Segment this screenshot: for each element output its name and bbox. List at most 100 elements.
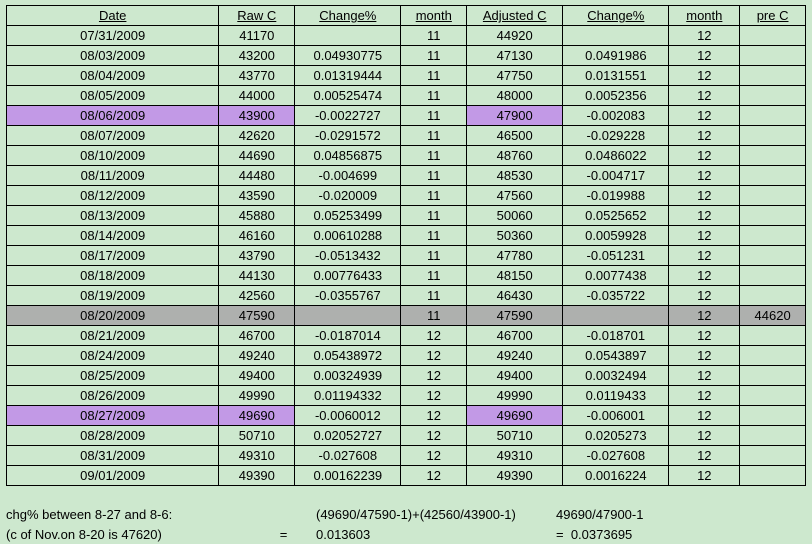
cell-chg2: 0.0486022 xyxy=(563,146,669,166)
cell-date: 08/03/2009 xyxy=(7,46,219,66)
cell-mon2: 12 xyxy=(669,166,740,186)
col-header: Date xyxy=(7,6,219,26)
cell-mon: 11 xyxy=(401,206,467,226)
cell-pre xyxy=(740,466,806,486)
footer-eq1: = xyxy=(251,527,316,542)
cell-date: 08/04/2009 xyxy=(7,66,219,86)
cell-raw: 44480 xyxy=(219,166,295,186)
cell-mon: 12 xyxy=(401,366,467,386)
cell-chg2: -0.018701 xyxy=(563,326,669,346)
cell-pre xyxy=(740,46,806,66)
cell-adj: 47590 xyxy=(467,306,563,326)
cell-date: 08/28/2009 xyxy=(7,426,219,446)
cell-pre xyxy=(740,406,806,426)
cell-adj: 47780 xyxy=(467,246,563,266)
col-header: Change% xyxy=(563,6,669,26)
table-row: 08/13/2009458800.0525349911500600.052565… xyxy=(7,206,806,226)
table-row: 08/25/2009494000.0032493912494000.003249… xyxy=(7,366,806,386)
cell-adj: 49390 xyxy=(467,466,563,486)
table-row: 08/19/200942560-0.03557671146430-0.03572… xyxy=(7,286,806,306)
cell-adj: 47750 xyxy=(467,66,563,86)
cell-chg2: -0.004717 xyxy=(563,166,669,186)
cell-pre xyxy=(740,266,806,286)
cell-raw: 49310 xyxy=(219,446,295,466)
cell-mon: 11 xyxy=(401,306,467,326)
table-body: 07/31/20094117011449201208/03/2009432000… xyxy=(7,26,806,486)
cell-chg2: -0.051231 xyxy=(563,246,669,266)
cell-chg: 0.00776433 xyxy=(295,266,401,286)
cell-chg2: 0.0525652 xyxy=(563,206,669,226)
footer-line1-label: chg% between 8-27 and 8-6: xyxy=(6,507,251,522)
cell-pre xyxy=(740,366,806,386)
cell-adj: 46500 xyxy=(467,126,563,146)
cell-pre xyxy=(740,146,806,166)
cell-mon: 11 xyxy=(401,106,467,126)
cell-chg2: -0.019988 xyxy=(563,186,669,206)
cell-raw: 49690 xyxy=(219,406,295,426)
cell-chg: 0.00162239 xyxy=(295,466,401,486)
cell-chg2: 0.0119433 xyxy=(563,386,669,406)
cell-mon: 12 xyxy=(401,406,467,426)
cell-chg2: 0.0032494 xyxy=(563,366,669,386)
cell-date: 08/11/2009 xyxy=(7,166,219,186)
cell-raw: 42560 xyxy=(219,286,295,306)
cell-chg2: 0.0205273 xyxy=(563,426,669,446)
cell-mon: 11 xyxy=(401,166,467,186)
col-header: Adjusted C xyxy=(467,6,563,26)
cell-mon2: 12 xyxy=(669,126,740,146)
cell-adj: 49990 xyxy=(467,386,563,406)
cell-adj: 47130 xyxy=(467,46,563,66)
col-header: month xyxy=(401,6,467,26)
cell-mon: 12 xyxy=(401,326,467,346)
table-row: 08/10/2009446900.0485687511487600.048602… xyxy=(7,146,806,166)
cell-date: 09/01/2009 xyxy=(7,466,219,486)
cell-date: 08/20/2009 xyxy=(7,306,219,326)
cell-adj: 49690 xyxy=(467,406,563,426)
cell-raw: 50710 xyxy=(219,426,295,446)
table-row: 08/12/200943590-0.0200091147560-0.019988… xyxy=(7,186,806,206)
cell-chg2: -0.002083 xyxy=(563,106,669,126)
table-row: 08/14/2009461600.0061028811503600.005992… xyxy=(7,226,806,246)
cell-chg xyxy=(295,306,401,326)
cell-mon: 12 xyxy=(401,466,467,486)
cell-raw: 43590 xyxy=(219,186,295,206)
cell-date: 08/12/2009 xyxy=(7,186,219,206)
cell-pre xyxy=(740,286,806,306)
cell-mon2: 12 xyxy=(669,86,740,106)
cell-mon: 11 xyxy=(401,266,467,286)
table-row: 08/28/2009507100.0205272712507100.020527… xyxy=(7,426,806,446)
cell-mon2: 12 xyxy=(669,406,740,426)
cell-date: 08/25/2009 xyxy=(7,366,219,386)
cell-mon2: 12 xyxy=(669,226,740,246)
cell-chg: 0.00610288 xyxy=(295,226,401,246)
cell-raw: 49990 xyxy=(219,386,295,406)
cell-adj: 47900 xyxy=(467,106,563,126)
cell-date: 08/26/2009 xyxy=(7,386,219,406)
cell-raw: 49400 xyxy=(219,366,295,386)
cell-date: 08/07/2009 xyxy=(7,126,219,146)
cell-chg: 0.05253499 xyxy=(295,206,401,226)
table-row: 08/06/200943900-0.00227271147900-0.00208… xyxy=(7,106,806,126)
cell-chg2: -0.035722 xyxy=(563,286,669,306)
cell-raw: 41170 xyxy=(219,26,295,46)
cell-mon2: 12 xyxy=(669,466,740,486)
table-row: 08/07/200942620-0.02915721146500-0.02922… xyxy=(7,126,806,146)
cell-pre xyxy=(740,386,806,406)
cell-pre xyxy=(740,86,806,106)
cell-chg2: 0.0059928 xyxy=(563,226,669,246)
cell-chg: -0.0060012 xyxy=(295,406,401,426)
cell-pre xyxy=(740,26,806,46)
col-header: Change% xyxy=(295,6,401,26)
cell-mon2: 12 xyxy=(669,246,740,266)
cell-adj: 48150 xyxy=(467,266,563,286)
cell-mon2: 12 xyxy=(669,446,740,466)
cell-mon2: 12 xyxy=(669,206,740,226)
cell-raw: 46700 xyxy=(219,326,295,346)
table-row: 07/31/200941170114492012 xyxy=(7,26,806,46)
cell-mon: 11 xyxy=(401,26,467,46)
cell-raw: 49240 xyxy=(219,346,295,366)
cell-date: 08/18/2009 xyxy=(7,266,219,286)
table-row: 08/03/2009432000.0493077511471300.049198… xyxy=(7,46,806,66)
cell-adj: 48530 xyxy=(467,166,563,186)
cell-chg2: 0.0543897 xyxy=(563,346,669,366)
